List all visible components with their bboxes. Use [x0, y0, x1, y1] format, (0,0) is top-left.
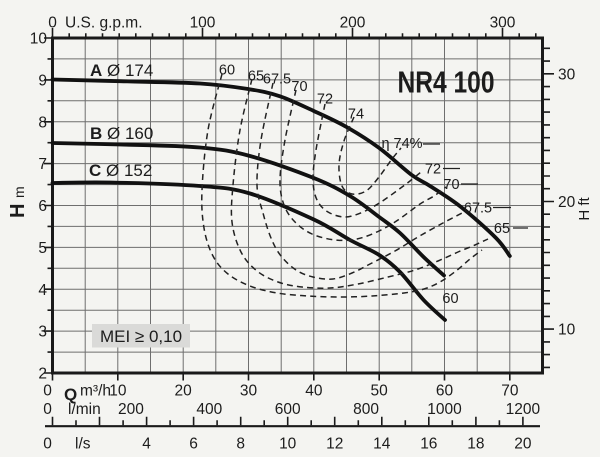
svg-text:l/min: l/min: [68, 401, 101, 418]
svg-text:6: 6: [189, 436, 198, 453]
svg-text:12: 12: [326, 436, 343, 453]
svg-text:1200: 1200: [506, 401, 541, 418]
svg-text:72: 72: [425, 162, 441, 178]
svg-text:4: 4: [38, 282, 47, 299]
svg-text:U.S. g.p.m.: U.S. g.p.m.: [65, 15, 143, 32]
svg-text:2: 2: [38, 366, 47, 383]
svg-text:74: 74: [348, 107, 364, 123]
svg-text:6: 6: [38, 198, 47, 215]
svg-text:10: 10: [279, 436, 297, 453]
svg-text:67.5: 67.5: [464, 201, 492, 217]
svg-text:20: 20: [514, 436, 532, 453]
svg-text:l/s: l/s: [75, 436, 91, 453]
svg-text:60: 60: [442, 291, 458, 307]
svg-text:η 74%: η 74%: [381, 136, 422, 152]
svg-text:800: 800: [353, 401, 379, 418]
svg-text:9: 9: [38, 72, 47, 89]
svg-text:20: 20: [175, 383, 193, 400]
svg-text:20: 20: [558, 194, 576, 211]
svg-text:B Ø 160: B Ø 160: [90, 124, 153, 143]
svg-text:10: 10: [109, 383, 127, 400]
svg-text:7: 7: [38, 156, 47, 173]
svg-text:10: 10: [30, 31, 48, 48]
svg-text:65: 65: [494, 221, 510, 237]
svg-text:0: 0: [43, 436, 52, 453]
svg-text:MEI ≥ 0,10: MEI ≥ 0,10: [100, 327, 182, 346]
svg-text:8: 8: [38, 114, 47, 131]
svg-text:70: 70: [501, 383, 519, 400]
svg-text:400: 400: [196, 401, 222, 418]
svg-text:300: 300: [490, 15, 516, 32]
svg-text:1000: 1000: [427, 401, 462, 418]
svg-text:50: 50: [371, 383, 389, 400]
svg-text:Q: Q: [64, 385, 77, 404]
svg-text:10: 10: [558, 322, 576, 339]
svg-text:70: 70: [291, 79, 307, 95]
svg-text:65: 65: [248, 69, 264, 85]
svg-text:67.5: 67.5: [263, 72, 291, 88]
svg-text:60: 60: [219, 63, 235, 79]
svg-text:70: 70: [443, 177, 459, 193]
svg-text:8: 8: [236, 436, 245, 453]
svg-text:18: 18: [467, 436, 484, 453]
svg-text:C Ø 152: C Ø 152: [89, 161, 152, 180]
svg-text:0: 0: [48, 15, 57, 32]
svg-text:H m: H m: [7, 186, 29, 218]
svg-text:H ft: H ft: [576, 197, 593, 221]
svg-text:100: 100: [190, 15, 216, 32]
svg-text:NR4 100: NR4 100: [398, 65, 495, 100]
svg-text:60: 60: [436, 383, 454, 400]
svg-text:200: 200: [340, 15, 366, 32]
svg-text:200: 200: [118, 401, 144, 418]
svg-text:40: 40: [305, 383, 323, 400]
svg-text:30: 30: [240, 383, 258, 400]
svg-text:0: 0: [43, 383, 52, 400]
svg-text:A Ø 174: A Ø 174: [90, 61, 153, 80]
svg-text:5: 5: [38, 240, 47, 257]
svg-text:3: 3: [38, 324, 47, 341]
svg-text:4: 4: [142, 436, 151, 453]
svg-text:16: 16: [420, 436, 437, 453]
svg-text:72: 72: [317, 92, 333, 108]
svg-text:14: 14: [373, 436, 391, 453]
svg-text:0: 0: [43, 401, 52, 418]
svg-text:m³/h: m³/h: [80, 383, 111, 400]
svg-text:30: 30: [558, 66, 576, 83]
svg-text:600: 600: [275, 401, 301, 418]
